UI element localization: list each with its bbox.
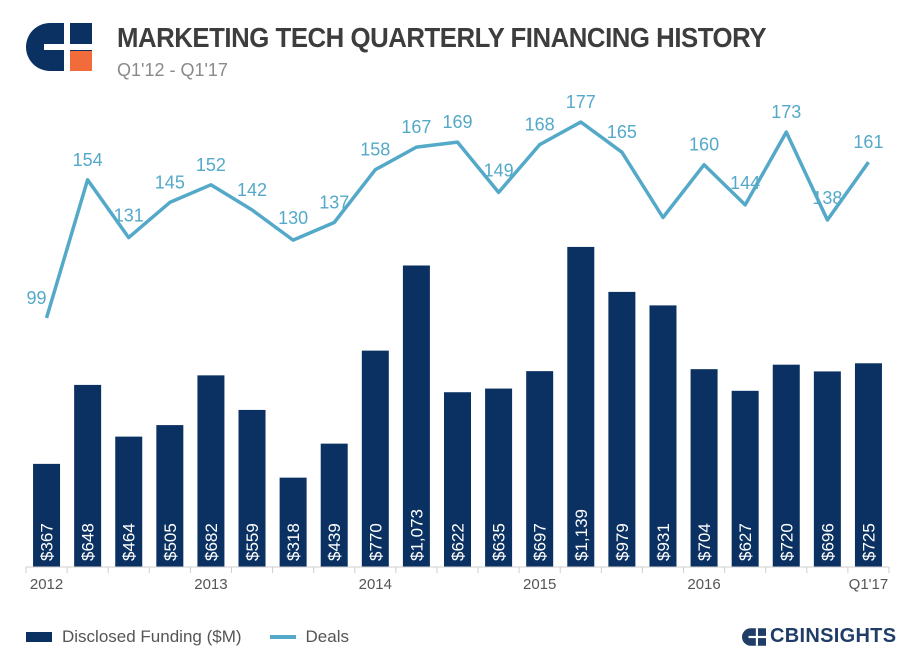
legend-item-deals: Deals xyxy=(269,627,349,647)
deals-value-label: 177 xyxy=(566,92,596,112)
legend-swatch-deals xyxy=(269,635,296,639)
funding-bar-label: $367 xyxy=(38,523,57,561)
x-axis-ticks xyxy=(25,567,890,573)
deals-value-label: 154 xyxy=(73,150,103,170)
x-axis-label: 2012 xyxy=(30,576,63,593)
funding-bar xyxy=(485,388,513,567)
funding-bar-label: $464 xyxy=(120,523,139,561)
funding-bar-label: $697 xyxy=(531,523,550,561)
funding-bar xyxy=(854,363,882,567)
deals-value-label: 165 xyxy=(607,122,637,142)
x-axis-labels: 2012 2013 2014 2015 2016 Q1'17 xyxy=(30,576,888,593)
funding-bar xyxy=(197,375,225,567)
funding-bar xyxy=(567,246,595,568)
x-axis-label: 2014 xyxy=(359,576,392,593)
funding-bar xyxy=(731,390,759,567)
funding-bar-label: $627 xyxy=(736,523,755,561)
deals-value-label: 169 xyxy=(442,112,472,132)
deals-value-label: 173 xyxy=(771,102,801,122)
x-axis-label: 2016 xyxy=(687,576,720,593)
x-axis-label: 2015 xyxy=(523,576,556,593)
funding-bar-label: $931 xyxy=(654,523,673,561)
brand-text: CBINSIGHTS xyxy=(770,625,897,647)
chart-title: MARKETING TECH QUARTERLY FINANCING HISTO… xyxy=(117,22,767,53)
funding-bar xyxy=(279,477,307,567)
cb-insights-brand-icon xyxy=(742,627,766,646)
logo-orange-square xyxy=(70,51,92,71)
deals-value-label: 131 xyxy=(114,206,144,226)
funding-bar xyxy=(444,392,471,567)
funding-bar-label: $725 xyxy=(859,523,878,561)
funding-bar-label: $770 xyxy=(366,523,385,561)
funding-bar xyxy=(608,291,636,567)
legend-swatch-funding xyxy=(26,632,52,642)
funding-bar-label: $505 xyxy=(161,523,180,561)
deals-value-label: 168 xyxy=(525,115,555,135)
deals-value-labels: 99 154 131 145 152 142 130 137 158 167 169 149 168 17… xyxy=(27,92,884,308)
funding-bar-label: $696 xyxy=(818,523,837,561)
funding-bar xyxy=(361,350,389,567)
legend-label-deals: Deals xyxy=(305,627,349,646)
funding-bar xyxy=(33,463,61,567)
funding-bar xyxy=(526,371,554,567)
funding-bar-label: $720 xyxy=(777,523,796,561)
deals-value-label: 137 xyxy=(319,193,349,213)
deals-value-label: 160 xyxy=(689,135,719,155)
funding-bar-label: $1,073 xyxy=(407,509,426,561)
funding-bar-label: $622 xyxy=(449,523,468,561)
funding-bar xyxy=(238,409,266,567)
funding-bar xyxy=(813,371,841,567)
deals-value-label: 142 xyxy=(237,180,267,200)
funding-bar xyxy=(772,364,800,567)
deals-value-label: 144 xyxy=(730,173,760,193)
funding-bar-label: $318 xyxy=(284,523,303,561)
funding-bar-label: $979 xyxy=(613,523,632,561)
deals-line xyxy=(44,120,870,319)
x-axis-label: Q1'17 xyxy=(849,576,889,593)
funding-bar xyxy=(690,369,718,567)
funding-bar xyxy=(115,436,143,567)
logo-gap-v xyxy=(64,23,70,71)
funding-bar-label: $704 xyxy=(695,523,714,561)
funding-bars xyxy=(33,246,882,568)
cb-insights-brand: CBINSIGHTS xyxy=(742,625,896,648)
deals-value-label: 152 xyxy=(196,155,226,175)
deals-value-label: 138 xyxy=(812,188,842,208)
deals-value-label: 167 xyxy=(401,117,431,137)
funding-bar-labels: $367 $648 $464 $505 $682 $559 $318 $439 $770 $1,0… xyxy=(38,509,879,561)
funding-bar-label: $439 xyxy=(325,523,344,561)
legend: Disclosed Funding ($M) Deals xyxy=(26,627,377,647)
funding-bar-label: $1,139 xyxy=(572,509,591,561)
x-axis-label: 2013 xyxy=(194,576,227,593)
deals-value-label: 130 xyxy=(278,208,308,228)
deals-value-label: 145 xyxy=(155,172,185,192)
funding-bar-label: $682 xyxy=(202,523,221,561)
funding-bar xyxy=(649,305,677,567)
funding-bar xyxy=(74,384,102,567)
funding-bar-label: $648 xyxy=(79,523,98,561)
legend-label-funding: Disclosed Funding ($M) xyxy=(62,627,242,646)
funding-bar xyxy=(402,265,430,567)
deals-value-label: 99 xyxy=(27,288,47,308)
funding-bar xyxy=(320,443,348,567)
deals-value-label: 149 xyxy=(484,160,514,180)
cb-insights-logo xyxy=(26,23,92,71)
funding-bar-label: $635 xyxy=(490,523,509,561)
funding-bar-label: $559 xyxy=(243,523,262,561)
deals-value-label: 158 xyxy=(360,140,390,160)
deals-value-label: 161 xyxy=(853,132,883,152)
chart-subtitle: Q1'12 - Q1'17 xyxy=(117,60,228,80)
financing-chart: $367 $648 $464 $505 $682 $559 $318 $439 $770 $1,0… xyxy=(25,92,890,593)
legend-item-funding: Disclosed Funding ($M) xyxy=(26,627,242,647)
funding-bar xyxy=(156,425,184,567)
